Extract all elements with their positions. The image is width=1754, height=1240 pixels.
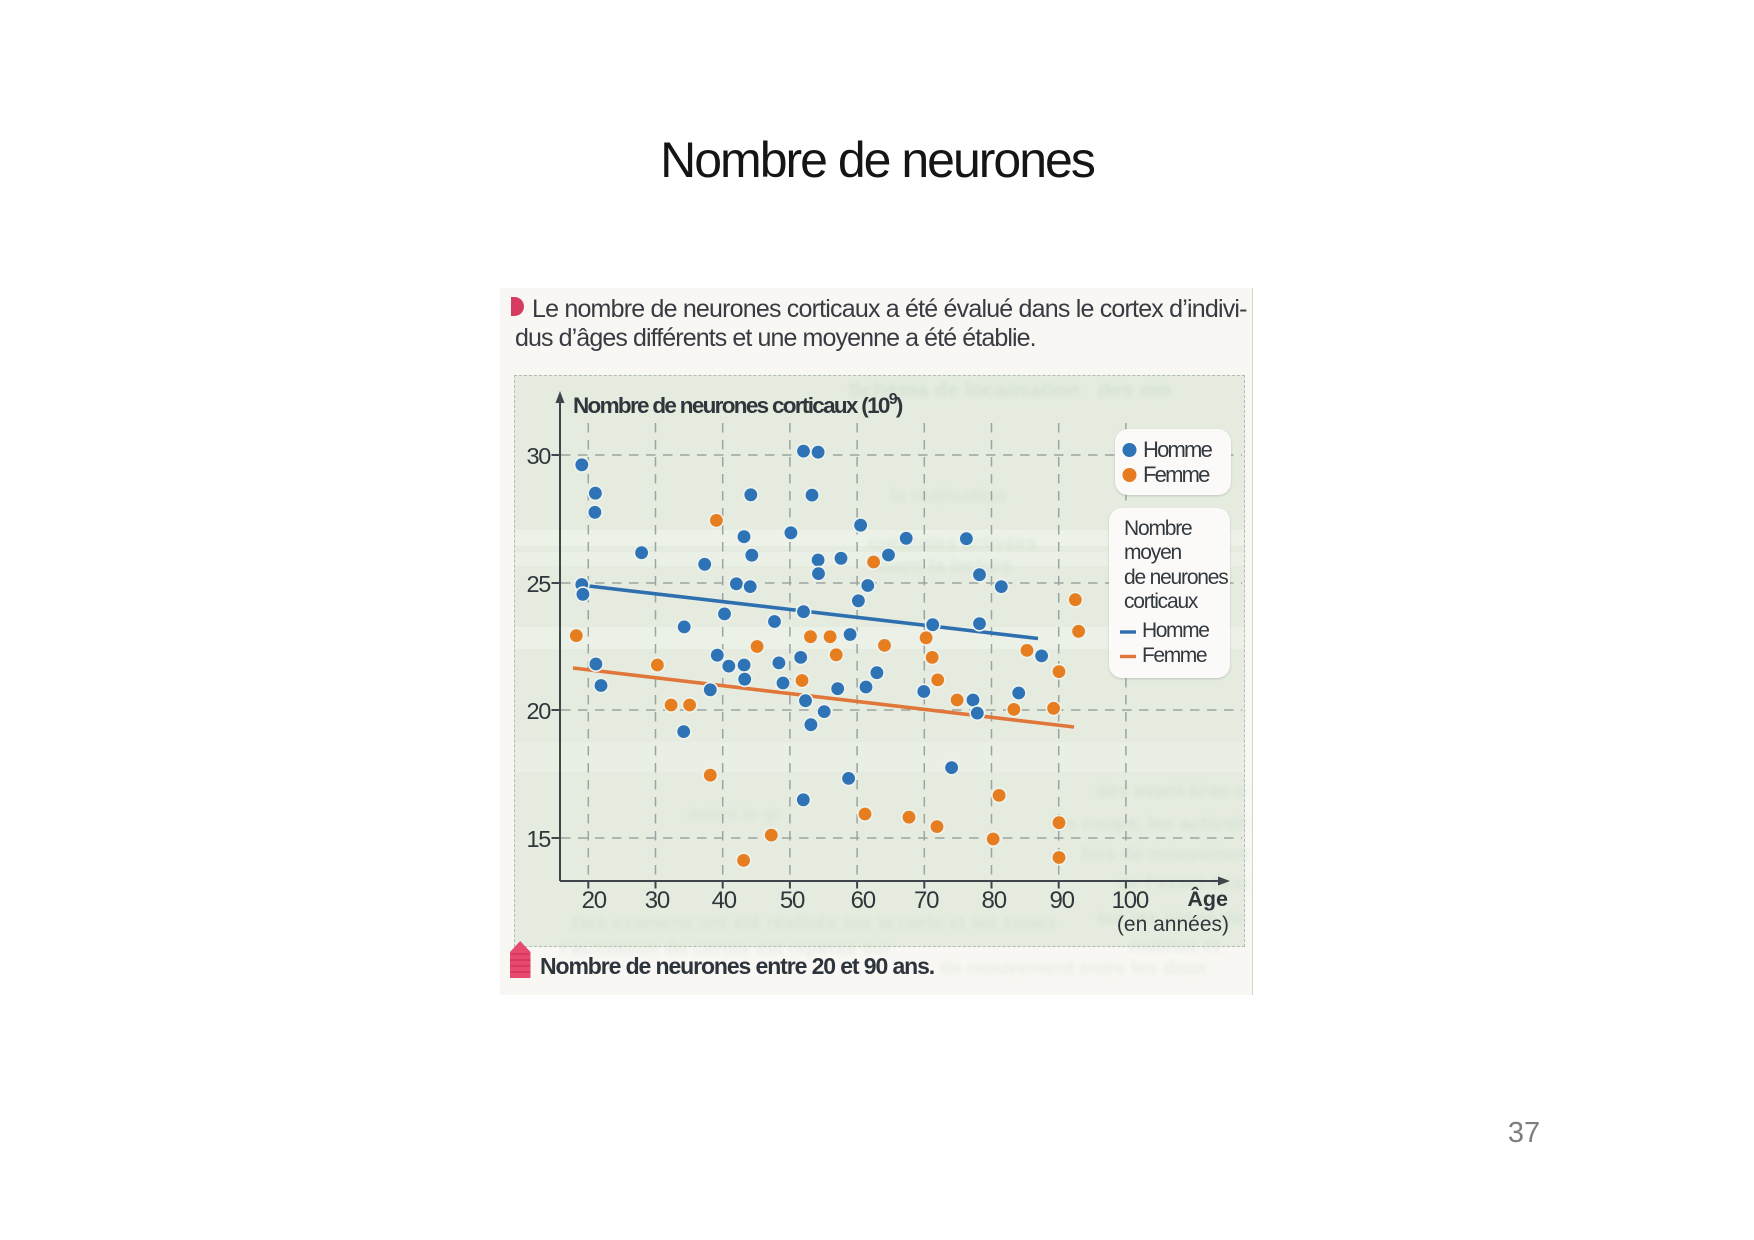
svg-text:15: 15 bbox=[526, 826, 551, 852]
svg-text:(en années): (en années) bbox=[1117, 913, 1229, 936]
svg-text:60: 60 bbox=[851, 887, 876, 914]
svg-text:30: 30 bbox=[645, 887, 670, 914]
svg-text:80: 80 bbox=[982, 887, 1007, 914]
svg-text:20: 20 bbox=[526, 698, 551, 724]
svg-text:50: 50 bbox=[780, 887, 805, 914]
svg-text:20: 20 bbox=[582, 887, 607, 914]
svg-text:Âge: Âge bbox=[1187, 886, 1228, 911]
svg-text:Nombre de neurones corticaux (: Nombre de neurones corticaux (109) bbox=[573, 391, 903, 418]
svg-text:100: 100 bbox=[1112, 887, 1149, 914]
svg-text:40: 40 bbox=[712, 887, 737, 914]
svg-text:70: 70 bbox=[914, 887, 939, 914]
svg-text:30: 30 bbox=[526, 443, 551, 469]
svg-text:90: 90 bbox=[1049, 887, 1074, 914]
svg-text:25: 25 bbox=[526, 571, 551, 597]
